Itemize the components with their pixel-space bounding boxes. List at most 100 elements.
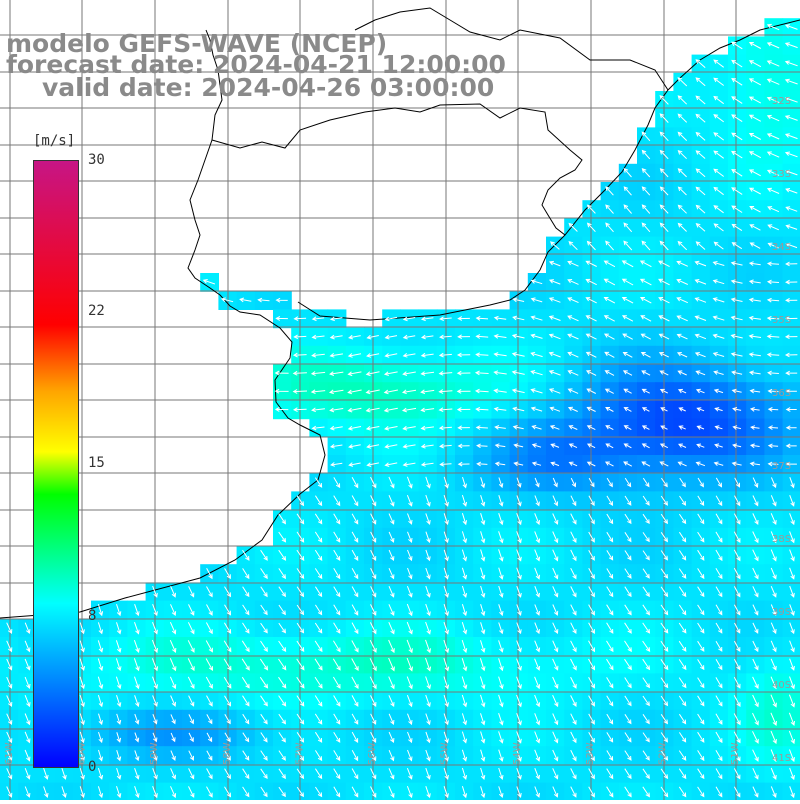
wind-arrow <box>548 260 561 267</box>
wind-arrow <box>406 768 413 780</box>
wind-arrow <box>97 640 104 653</box>
wind-arrow <box>641 240 651 251</box>
wind-arrow <box>695 461 706 467</box>
wind-arrow <box>456 370 471 376</box>
wind-arrow <box>224 586 232 598</box>
wind-arrow <box>24 786 31 798</box>
wind-arrow <box>606 531 614 543</box>
wind-arrow <box>388 695 395 708</box>
wind-arrow <box>402 353 416 358</box>
wind-arrow <box>660 768 669 780</box>
wind-arrow <box>715 731 723 744</box>
wind-arrow <box>712 315 725 321</box>
wind-arrow <box>605 425 614 431</box>
wind-arrow <box>293 316 307 321</box>
wind-arrow <box>384 462 398 467</box>
wind-arrow <box>731 205 743 213</box>
wind-arrow <box>516 658 522 671</box>
wind-arrow <box>678 622 687 634</box>
wind-arrow <box>406 621 413 635</box>
wind-arrow <box>474 370 489 376</box>
wind-arrow <box>351 586 359 598</box>
wind-arrow <box>606 713 614 725</box>
wind-arrow <box>6 676 13 689</box>
wind-arrow <box>676 260 689 267</box>
wind-arrow <box>658 278 670 286</box>
wind-arrow <box>570 495 577 507</box>
wind-arrow <box>498 495 504 507</box>
wind-arrow <box>511 352 525 357</box>
wind-arrow <box>188 750 194 761</box>
wind-arrow <box>676 333 688 340</box>
wind-arrow <box>660 750 669 761</box>
wind-arrow <box>570 586 577 598</box>
wind-arrow <box>733 749 741 762</box>
wind-arrow <box>659 222 669 233</box>
wind-arrow <box>678 407 686 412</box>
wind-arrow <box>640 352 651 358</box>
wind-arrow <box>534 768 540 780</box>
wind-arrow <box>588 549 595 561</box>
wind-arrow <box>586 443 596 449</box>
wind-arrow <box>347 353 362 358</box>
wind-arrow <box>785 443 797 449</box>
wind-arrow <box>789 622 795 635</box>
wind-arrow <box>369 676 377 690</box>
wind-arrow <box>752 786 759 798</box>
wind-arrow <box>420 316 434 322</box>
wind-arrow <box>697 750 705 762</box>
wind-arrow <box>785 261 798 267</box>
wind-arrow <box>715 477 723 488</box>
wind-arrow <box>715 549 723 562</box>
valid-date: valid date: 2024-04-26 03:00:00 <box>42 73 495 102</box>
wind-arrow <box>567 315 579 322</box>
wind-arrow <box>384 426 398 431</box>
wind-arrow <box>296 786 304 798</box>
wind-arrow <box>570 749 577 762</box>
wind-arrow <box>443 694 449 708</box>
wind-arrow <box>512 425 524 430</box>
wind-arrow <box>332 658 341 671</box>
wind-arrow <box>568 240 578 251</box>
wind-arrow <box>461 513 468 526</box>
wind-arrow <box>314 731 323 743</box>
wind-arrow <box>530 370 543 376</box>
wind-arrow <box>603 333 615 340</box>
wind-arrow <box>493 406 507 412</box>
wind-arrow <box>425 476 431 489</box>
wind-arrow <box>697 495 705 506</box>
wind-arrow <box>713 241 724 250</box>
wind-arrow <box>749 461 761 467</box>
wind-arrow <box>461 604 468 617</box>
wind-arrow <box>43 786 49 798</box>
wind-arrow <box>660 550 668 561</box>
wind-arrow <box>788 694 795 708</box>
wind-arrow <box>586 461 596 467</box>
wind-arrow <box>24 658 31 671</box>
wind-arrow <box>461 731 468 744</box>
wind-arrow <box>588 622 595 635</box>
wind-arrow <box>734 622 741 634</box>
wind-arrow <box>733 513 741 525</box>
wind-arrow <box>660 640 669 652</box>
wind-arrow <box>789 549 795 562</box>
wind-arrow <box>770 567 777 580</box>
wind-arrow <box>314 786 323 798</box>
wind-arrow <box>480 495 486 507</box>
wind-arrow <box>659 388 669 394</box>
wind-arrow <box>351 622 359 635</box>
wind-arrow <box>351 495 359 507</box>
wind-arrow <box>697 731 705 743</box>
wind-arrow <box>548 388 561 394</box>
wind-arrow <box>606 640 614 653</box>
wind-arrow <box>493 334 507 339</box>
wind-arrow <box>457 461 470 467</box>
wind-arrow <box>770 676 777 690</box>
wind-arrow <box>748 315 761 321</box>
wind-arrow <box>206 768 213 780</box>
wind-arrow <box>660 495 668 506</box>
wind-arrow <box>205 622 213 635</box>
longitude-label: 51W <box>730 742 741 765</box>
wind-arrow <box>480 786 486 799</box>
wind-arrow <box>97 622 104 635</box>
